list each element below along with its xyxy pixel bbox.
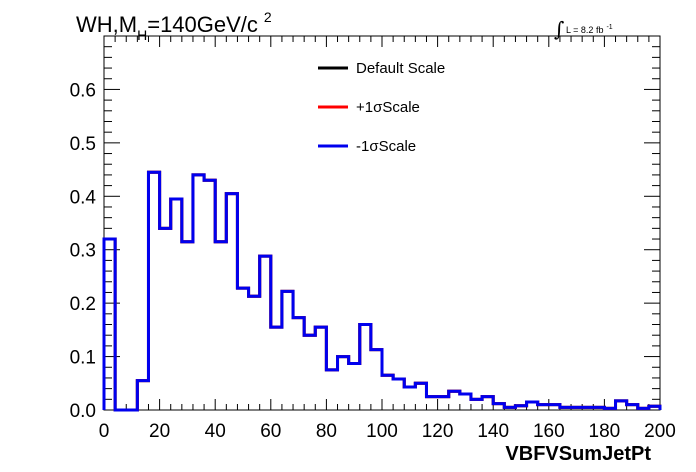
series-lines: [102, 170, 662, 412]
x-tick-label: 160: [533, 421, 565, 442]
x-tick-label: 80: [316, 421, 337, 442]
x-axis-label: VBFVSumJetPt: [505, 443, 651, 465]
legend-entry: +1σScale: [356, 99, 420, 116]
x-tick-label: 140: [477, 421, 509, 442]
x-tick-label: 120: [422, 421, 454, 442]
y-tick-label: 0.6: [70, 80, 96, 101]
y-tick-label: 0.2: [70, 294, 96, 315]
lumi-integral: ∫: [554, 17, 564, 41]
series-line: [102, 170, 662, 412]
y-tick-label: 0.0: [70, 401, 96, 422]
chart-title: WH,MH=140GeV/c 2: [76, 9, 272, 43]
x-tick-label: 100: [366, 421, 398, 442]
x-tick-label: 40: [205, 421, 226, 442]
x-tick-label: 60: [260, 421, 281, 442]
y-tick-label: 0.5: [70, 134, 96, 155]
y-tick-labels: 0.0 0.1 0.2 0.3 0.4 0.5 0.6: [70, 80, 97, 422]
y-tick-label: 0.1: [70, 348, 96, 369]
legend-entry: Default Scale: [356, 60, 445, 77]
lumi-label: L = 8.2 fb -1: [566, 24, 613, 35]
x-tick-label: 20: [149, 421, 170, 442]
x-tick-label: 180: [589, 421, 621, 442]
legend: Default Scale +1σScale -1σScale: [318, 60, 445, 155]
x-tick-label: 0: [99, 421, 110, 442]
y-tick-label: 0.3: [70, 241, 96, 262]
y-tick-label: 0.4: [70, 187, 97, 208]
legend-entry: -1σScale: [356, 138, 416, 155]
x-tick-labels: 0 20 40 60 80 100 120 140 160 180 200: [99, 421, 676, 442]
x-tick-label: 200: [644, 421, 676, 442]
